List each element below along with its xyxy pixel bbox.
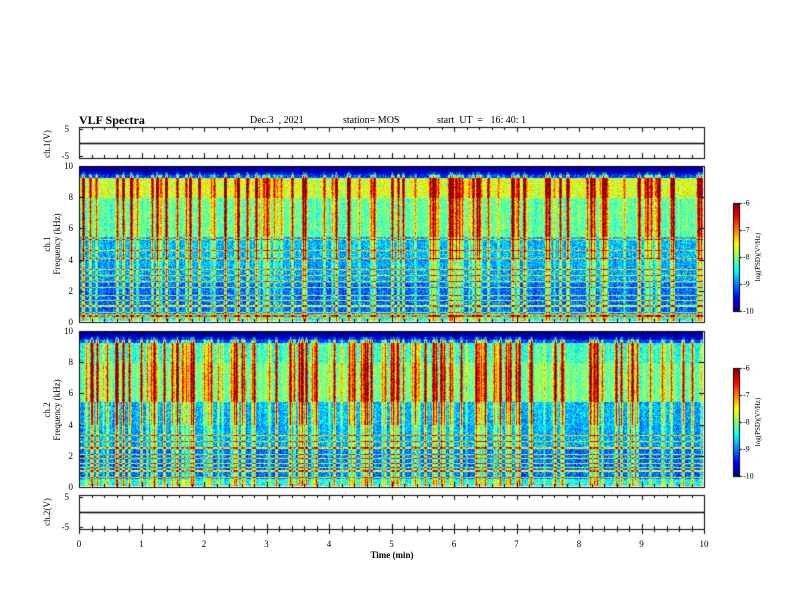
ytick-label: -5 <box>61 522 70 532</box>
ytick-label: 4 <box>68 254 74 265</box>
start-time-label: start UT = 16: 40: 1 <box>437 115 527 126</box>
ch1-spectrogram-ylabel-channel: ch.1 <box>42 236 52 252</box>
colorbar-label: log(PSD)(V²/Hz) <box>754 397 762 447</box>
ytick-label: 0 <box>68 482 74 492</box>
colorbar-tick-label: -9 <box>743 279 750 289</box>
ch1-spectrogram-ylabel-freq: Frequency (kHz) <box>52 213 62 275</box>
ch1-waveform-ylabel: ch.1(V) <box>42 130 52 158</box>
ytick-label: 5 <box>64 492 70 502</box>
xtick-label: 10 <box>699 539 709 549</box>
xtick-label: 1 <box>139 539 144 549</box>
ytick-label: 0 <box>68 317 74 327</box>
colorbar-tick-label: -10 <box>743 471 754 481</box>
ch2-spectrogram-ylabel-channel: ch.2 <box>42 402 52 418</box>
colorbar-tick-label: -10 <box>743 306 754 316</box>
x-axis-label: Time (min) <box>370 550 414 560</box>
ytick-label: 10 <box>64 326 73 336</box>
xtick-label: 2 <box>201 539 207 549</box>
colorbar-tick-label: -8 <box>743 417 750 427</box>
ytick-label: 8 <box>68 192 74 203</box>
xtick-label: 5 <box>389 539 394 549</box>
xtick-label: 9 <box>639 539 644 549</box>
xtick-label: 0 <box>76 539 82 549</box>
ytick-label: 6 <box>68 223 74 234</box>
colorbar-tick-label: -6 <box>743 198 750 208</box>
xtick-label: 8 <box>576 539 582 549</box>
xtick-label: 6 <box>451 539 457 549</box>
ytick-label: 2 <box>68 285 74 296</box>
ch2-spectrogram-ylabel: ch.2 Frequency (kHz) <box>42 350 62 470</box>
ytick-label: 10 <box>64 161 73 171</box>
xtick-label: 4 <box>326 539 332 549</box>
ytick-label: 4 <box>68 419 74 430</box>
xtick-label: 3 <box>264 539 269 549</box>
ch2-waveform-ylabel: ch.2(V) <box>42 498 52 526</box>
ch2-spectrogram-ylabel-freq: Frequency (kHz) <box>52 379 62 441</box>
chart-title: VLF Spectra <box>79 113 145 127</box>
station-label: station= MOS <box>343 115 400 126</box>
xtick-label: 7 <box>514 539 519 549</box>
ch1-spectrogram-ylabel: ch.1 Frequency (kHz) <box>42 184 62 304</box>
ytick-label: 6 <box>68 388 74 399</box>
colorbar-tick-label: -9 <box>743 444 750 454</box>
colorbar-label: log(PSD)(V²/Hz) <box>754 232 762 282</box>
colorbar-tick-label: -8 <box>743 252 750 262</box>
ytick-label: 8 <box>68 357 74 368</box>
date-label: Dec.3 , 2021 <box>250 115 304 126</box>
colorbar-tick-label: -6 <box>743 363 750 373</box>
ytick-label: 2 <box>68 450 74 461</box>
colorbar-tick-label: -7 <box>743 390 750 400</box>
colorbar-tick-label: -7 <box>743 225 750 235</box>
ytick-label: 5 <box>64 124 70 134</box>
ytick-label: -5 <box>61 151 70 161</box>
